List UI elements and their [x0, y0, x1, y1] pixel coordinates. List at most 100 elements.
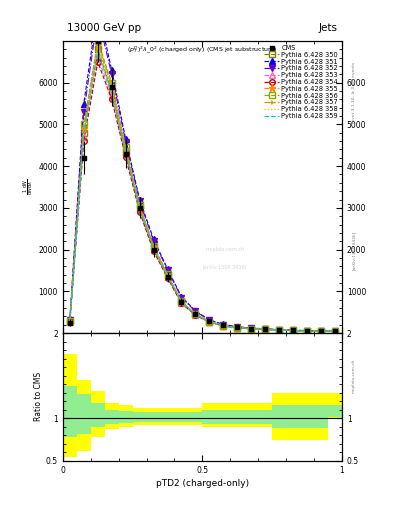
Pythia 6.428 350: [123, 148, 128, 155]
Pythia 6.428 353: [109, 92, 114, 98]
Pythia 6.428 359: [123, 150, 128, 156]
Pythia 6.428 356: [81, 121, 86, 127]
Pythia 6.428 352: [81, 109, 86, 115]
Pythia 6.428 359: [291, 328, 296, 334]
Pythia 6.428 356: [291, 327, 296, 333]
Pythia 6.428 355: [263, 326, 268, 332]
Pythia 6.428 357: [263, 326, 268, 332]
Pythia 6.428 357: [68, 318, 72, 325]
Pythia 6.428 355: [207, 318, 212, 325]
Line: Pythia 6.428 350: Pythia 6.428 350: [67, 47, 338, 334]
Pythia 6.428 357: [221, 323, 226, 329]
Pythia 6.428 350: [137, 205, 142, 211]
Pythia 6.428 352: [277, 327, 281, 333]
Pythia 6.428 359: [179, 300, 184, 306]
Pythia 6.428 356: [68, 318, 72, 325]
Pythia 6.428 356: [151, 243, 156, 249]
Pythia 6.428 353: [81, 134, 86, 140]
Pythia 6.428 353: [68, 318, 72, 325]
Pythia 6.428 351: [277, 327, 281, 333]
Pythia 6.428 359: [263, 327, 268, 333]
Pythia 6.428 359: [193, 311, 198, 317]
Pythia 6.428 354: [193, 312, 198, 318]
Pythia 6.428 354: [68, 319, 72, 326]
Pythia 6.428 353: [249, 326, 253, 332]
Pythia 6.428 359: [95, 48, 100, 54]
Pythia 6.428 351: [249, 325, 253, 331]
Pythia 6.428 359: [151, 246, 156, 252]
Pythia 6.428 353: [179, 300, 184, 306]
Pythia 6.428 353: [291, 328, 296, 334]
Pythia 6.428 353: [165, 274, 170, 280]
Pythia 6.428 351: [235, 324, 240, 330]
Pythia 6.428 359: [319, 328, 323, 334]
Pythia 6.428 358: [123, 147, 128, 153]
Pythia 6.428 359: [109, 90, 114, 96]
Text: Rivet 3.1.10, ≥ 3.1M events: Rivet 3.1.10, ≥ 3.1M events: [352, 61, 356, 122]
Pythia 6.428 358: [81, 127, 86, 133]
Pythia 6.428 351: [221, 322, 226, 328]
Pythia 6.428 358: [179, 299, 184, 305]
Pythia 6.428 353: [95, 55, 100, 61]
Pythia 6.428 354: [165, 275, 170, 281]
Pythia 6.428 352: [235, 324, 240, 330]
Y-axis label: Ratio to CMS: Ratio to CMS: [34, 372, 43, 421]
Pythia 6.428 359: [305, 328, 309, 334]
Pythia 6.428 353: [207, 319, 212, 325]
Pythia 6.428 357: [249, 326, 253, 332]
Pythia 6.428 353: [277, 327, 281, 333]
Pythia 6.428 356: [277, 327, 281, 333]
Pythia 6.428 352: [137, 198, 142, 204]
Pythia 6.428 353: [305, 328, 309, 334]
Pythia 6.428 352: [95, 13, 100, 19]
Pythia 6.428 352: [305, 328, 309, 334]
Pythia 6.428 358: [68, 319, 72, 325]
Pythia 6.428 354: [249, 326, 253, 332]
Pythia 6.428 350: [179, 299, 184, 305]
Pythia 6.428 350: [319, 328, 323, 334]
Text: 13000 GeV pp: 13000 GeV pp: [67, 23, 141, 33]
Pythia 6.428 353: [235, 325, 240, 331]
Pythia 6.428 357: [207, 318, 212, 325]
Pythia 6.428 357: [165, 271, 170, 278]
Pythia 6.428 359: [81, 132, 86, 138]
Pythia 6.428 359: [221, 323, 226, 329]
Pythia 6.428 353: [123, 152, 128, 158]
Pythia 6.428 350: [81, 130, 86, 136]
Pythia 6.428 358: [319, 328, 323, 334]
Pythia 6.428 358: [277, 327, 281, 333]
Line: Pythia 6.428 356: Pythia 6.428 356: [67, 38, 338, 334]
Pythia 6.428 355: [137, 204, 142, 210]
Line: Pythia 6.428 359: Pythia 6.428 359: [70, 51, 335, 332]
Pythia 6.428 359: [207, 319, 212, 325]
Pythia 6.428 351: [179, 294, 184, 300]
Pythia 6.428 358: [207, 319, 212, 325]
Pythia 6.428 357: [179, 298, 184, 305]
Pythia 6.428 356: [263, 326, 268, 332]
Pythia 6.428 352: [319, 328, 323, 334]
Pythia 6.428 354: [291, 328, 296, 334]
Pythia 6.428 350: [151, 244, 156, 250]
Pythia 6.428 355: [235, 325, 240, 331]
Pythia 6.428 355: [319, 328, 323, 334]
Y-axis label: $\frac{1}{\mathrm{d}N}\frac{\mathrm{d}N}{\mathrm{d}\lambda}$: $\frac{1}{\mathrm{d}N}\frac{\mathrm{d}N}…: [22, 179, 36, 195]
Pythia 6.428 354: [319, 328, 323, 334]
Text: [arXiv:1306.3436]: [arXiv:1306.3436]: [352, 230, 356, 270]
Pythia 6.428 351: [291, 327, 296, 333]
Pythia 6.428 350: [249, 326, 253, 332]
Pythia 6.428 351: [263, 326, 268, 332]
Pythia 6.428 352: [207, 317, 212, 323]
Pythia 6.428 356: [207, 318, 212, 325]
Pythia 6.428 351: [123, 136, 128, 142]
Pythia 6.428 359: [68, 319, 72, 325]
Pythia 6.428 357: [137, 203, 142, 209]
Pythia 6.428 350: [235, 325, 240, 331]
Pythia 6.428 359: [235, 325, 240, 331]
Line: Pythia 6.428 355: Pythia 6.428 355: [66, 41, 338, 335]
Pythia 6.428 357: [235, 325, 240, 331]
Pythia 6.428 354: [179, 301, 184, 307]
Pythia 6.428 354: [123, 154, 128, 160]
Pythia 6.428 358: [305, 328, 309, 334]
Pythia 6.428 351: [305, 328, 309, 334]
Pythia 6.428 358: [193, 311, 198, 317]
